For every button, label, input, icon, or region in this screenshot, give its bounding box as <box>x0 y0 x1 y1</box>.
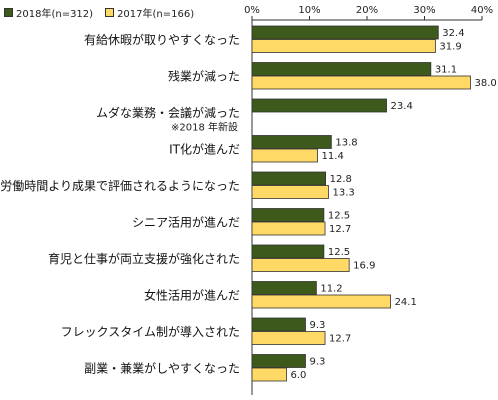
x-tick-label: 10% <box>298 5 320 16</box>
legend-swatch-2017 <box>105 8 115 17</box>
legend-item-2018: 2018年(n=312) <box>4 5 93 20</box>
value-label: 12.7 <box>329 224 351 235</box>
category-label: 副業・兼業がしやすくなった <box>84 361 240 376</box>
x-tick-label: 20% <box>356 5 378 16</box>
value-label: 9.3 <box>309 320 325 331</box>
bar-2018 <box>251 25 439 40</box>
bar-2018 <box>251 98 387 113</box>
bar-2017 <box>251 39 436 53</box>
bar-2018 <box>251 244 325 259</box>
value-label: 12.8 <box>330 174 352 185</box>
category-label: ムダな業務・会議が減った <box>96 105 240 120</box>
category-label: 育児と仕事が両立支援が強化された <box>48 251 240 266</box>
value-label: 23.4 <box>391 101 413 112</box>
bar-2017 <box>251 185 329 199</box>
bar-2017 <box>251 331 326 345</box>
category-label: シニア活用が進んだ <box>132 215 240 230</box>
bar-2017 <box>251 148 318 163</box>
value-label: 31.9 <box>439 42 461 53</box>
bar-2018 <box>251 281 317 295</box>
category-label: IT化が進んだ <box>169 142 240 157</box>
x-tick-label: 40% <box>471 5 493 16</box>
bar-2018 <box>251 62 432 76</box>
x-tick-label: 0% <box>244 5 260 16</box>
bar-2018 <box>251 208 325 222</box>
legend-swatch-2018 <box>4 8 13 17</box>
value-label: 11.2 <box>320 284 342 295</box>
bar-2017 <box>251 294 391 309</box>
bar-2017 <box>251 75 471 90</box>
value-label: 32.4 <box>442 28 464 39</box>
value-label: 11.4 <box>322 151 344 162</box>
category-label: 残業が減った <box>168 69 240 84</box>
category-label: フレックスタイム制が導入された <box>61 324 240 339</box>
bar-2018 <box>251 317 306 332</box>
value-label: 38.0 <box>475 78 497 89</box>
legend-label-2017: 2017年(n=166) <box>117 9 195 20</box>
value-label: 13.3 <box>332 188 354 199</box>
value-label: 12.5 <box>328 211 350 222</box>
legend-item-2017: 2017年(n=166) <box>105 5 194 20</box>
value-label: 12.5 <box>328 247 350 258</box>
value-label: 13.8 <box>335 138 357 149</box>
bar-2018 <box>251 135 332 149</box>
legend-label-2018: 2018年(n=312) <box>16 9 94 20</box>
legend: 2018年(n=312) 2017年(n=166) <box>4 5 194 20</box>
bar-2018 <box>251 171 326 186</box>
category-note: ※2018 年新設 <box>171 121 238 134</box>
category-label: 女性活用が進んだ <box>144 288 240 303</box>
bar-2017 <box>251 367 287 382</box>
value-label: 6.0 <box>291 370 307 381</box>
value-label: 31.1 <box>435 65 457 76</box>
x-tick-label: 30% <box>413 5 435 16</box>
value-label: 16.9 <box>353 261 375 272</box>
value-label: 9.3 <box>309 357 325 368</box>
bar-2017 <box>251 258 350 272</box>
category-label: 有給休暇が取りやすくなった <box>84 32 240 47</box>
bar-2017 <box>251 221 326 236</box>
bar-2018 <box>251 354 306 368</box>
category-label: 労働時間より成果で評価されるようになった <box>0 178 240 193</box>
value-label: 12.7 <box>329 334 351 345</box>
value-label: 24.1 <box>395 297 417 308</box>
